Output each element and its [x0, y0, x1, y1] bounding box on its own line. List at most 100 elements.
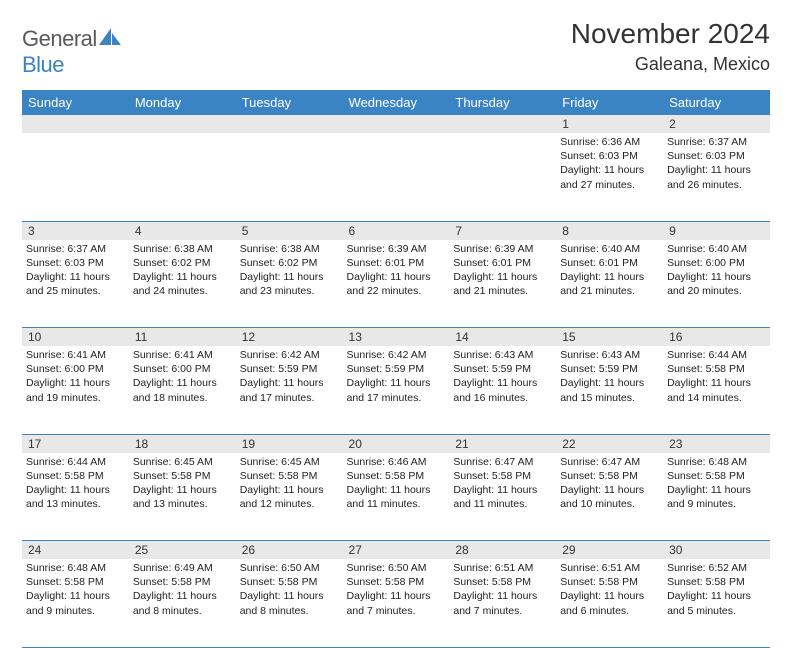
cell-sunrise: Sunrise: 6:48 AM — [667, 455, 766, 469]
cell-sunrise: Sunrise: 6:47 AM — [453, 455, 552, 469]
day-number: 25 — [129, 541, 236, 560]
cell-day1: Daylight: 11 hours — [26, 376, 125, 390]
content-row: Sunrise: 6:37 AMSunset: 6:03 PMDaylight:… — [22, 240, 770, 328]
title-block: November 2024 Galeana, Mexico — [571, 18, 770, 75]
cell-sunset: Sunset: 6:03 PM — [26, 256, 125, 270]
cell-sunset: Sunset: 6:02 PM — [133, 256, 232, 270]
cell-day1: Daylight: 11 hours — [667, 270, 766, 284]
cell-sunrise: Sunrise: 6:51 AM — [453, 561, 552, 575]
day-number: 6 — [343, 221, 450, 240]
cell-day2: and 27 minutes. — [560, 178, 659, 192]
day-number — [449, 115, 556, 133]
content-row: Sunrise: 6:44 AMSunset: 5:58 PMDaylight:… — [22, 453, 770, 541]
cell-day1: Daylight: 11 hours — [133, 376, 232, 390]
cell-sunrise: Sunrise: 6:38 AM — [133, 242, 232, 256]
cell-day2: and 14 minutes. — [667, 391, 766, 405]
day-cell — [22, 133, 129, 221]
cell-day2: and 22 minutes. — [347, 284, 446, 298]
content-row: Sunrise: 6:48 AMSunset: 5:58 PMDaylight:… — [22, 559, 770, 647]
cell-day2: and 11 minutes. — [347, 497, 446, 511]
day-number: 7 — [449, 221, 556, 240]
cell-sunset: Sunset: 5:58 PM — [240, 575, 339, 589]
cell-day1: Daylight: 11 hours — [667, 376, 766, 390]
cell-day2: and 11 minutes. — [453, 497, 552, 511]
day-cell: Sunrise: 6:38 AMSunset: 6:02 PMDaylight:… — [236, 240, 343, 328]
cell-sunset: Sunset: 5:58 PM — [667, 469, 766, 483]
cell-sunrise: Sunrise: 6:44 AM — [26, 455, 125, 469]
cell-day1: Daylight: 11 hours — [347, 270, 446, 284]
cell-sunset: Sunset: 5:59 PM — [453, 362, 552, 376]
day-cell: Sunrise: 6:43 AMSunset: 5:59 PMDaylight:… — [556, 346, 663, 434]
cell-day2: and 8 minutes. — [133, 604, 232, 618]
cell-sunset: Sunset: 6:00 PM — [133, 362, 232, 376]
cell-sunset: Sunset: 6:01 PM — [453, 256, 552, 270]
cell-sunrise: Sunrise: 6:41 AM — [133, 348, 232, 362]
day-number: 16 — [663, 328, 770, 347]
weekday-header: Monday — [129, 90, 236, 115]
cell-sunset: Sunset: 5:58 PM — [133, 469, 232, 483]
cell-day1: Daylight: 11 hours — [240, 483, 339, 497]
cell-sunrise: Sunrise: 6:42 AM — [347, 348, 446, 362]
day-cell: Sunrise: 6:42 AMSunset: 5:59 PMDaylight:… — [343, 346, 450, 434]
cell-day1: Daylight: 11 hours — [26, 483, 125, 497]
day-number: 5 — [236, 221, 343, 240]
day-cell — [129, 133, 236, 221]
cell-sunset: Sunset: 5:58 PM — [133, 575, 232, 589]
day-cell: Sunrise: 6:44 AMSunset: 5:58 PMDaylight:… — [22, 453, 129, 541]
cell-sunset: Sunset: 5:59 PM — [240, 362, 339, 376]
day-number — [129, 115, 236, 133]
cell-day2: and 8 minutes. — [240, 604, 339, 618]
day-number: 18 — [129, 434, 236, 453]
day-number — [236, 115, 343, 133]
cell-day2: and 15 minutes. — [560, 391, 659, 405]
day-number: 21 — [449, 434, 556, 453]
cell-sunset: Sunset: 5:58 PM — [347, 469, 446, 483]
brand-part1: General — [22, 26, 97, 51]
cell-sunrise: Sunrise: 6:43 AM — [560, 348, 659, 362]
cell-day2: and 21 minutes. — [453, 284, 552, 298]
cell-sunset: Sunset: 5:58 PM — [26, 575, 125, 589]
cell-sunset: Sunset: 5:58 PM — [667, 362, 766, 376]
day-cell: Sunrise: 6:37 AMSunset: 6:03 PMDaylight:… — [663, 133, 770, 221]
cell-sunset: Sunset: 6:01 PM — [560, 256, 659, 270]
cell-day1: Daylight: 11 hours — [453, 270, 552, 284]
day-cell: Sunrise: 6:45 AMSunset: 5:58 PMDaylight:… — [236, 453, 343, 541]
cell-day1: Daylight: 11 hours — [133, 589, 232, 603]
day-cell: Sunrise: 6:39 AMSunset: 6:01 PMDaylight:… — [343, 240, 450, 328]
day-cell: Sunrise: 6:49 AMSunset: 5:58 PMDaylight:… — [129, 559, 236, 647]
cell-day1: Daylight: 11 hours — [667, 163, 766, 177]
cell-sunrise: Sunrise: 6:37 AM — [667, 135, 766, 149]
day-cell: Sunrise: 6:50 AMSunset: 5:58 PMDaylight:… — [343, 559, 450, 647]
cell-sunrise: Sunrise: 6:47 AM — [560, 455, 659, 469]
day-number: 8 — [556, 221, 663, 240]
cell-day1: Daylight: 11 hours — [453, 589, 552, 603]
cell-sunrise: Sunrise: 6:51 AM — [560, 561, 659, 575]
day-number: 23 — [663, 434, 770, 453]
day-number: 11 — [129, 328, 236, 347]
day-cell — [449, 133, 556, 221]
cell-day1: Daylight: 11 hours — [133, 483, 232, 497]
cell-sunrise: Sunrise: 6:49 AM — [133, 561, 232, 575]
weekday-header: Thursday — [449, 90, 556, 115]
day-number: 13 — [343, 328, 450, 347]
brand-text: General Blue — [22, 26, 121, 78]
day-number: 20 — [343, 434, 450, 453]
cell-day2: and 9 minutes. — [667, 497, 766, 511]
cell-sunset: Sunset: 5:58 PM — [240, 469, 339, 483]
day-number — [343, 115, 450, 133]
cell-day2: and 13 minutes. — [26, 497, 125, 511]
day-cell: Sunrise: 6:40 AMSunset: 6:01 PMDaylight:… — [556, 240, 663, 328]
cell-day1: Daylight: 11 hours — [560, 589, 659, 603]
cell-sunrise: Sunrise: 6:40 AM — [560, 242, 659, 256]
cell-day2: and 17 minutes. — [240, 391, 339, 405]
cell-sunset: Sunset: 5:58 PM — [347, 575, 446, 589]
day-cell: Sunrise: 6:46 AMSunset: 5:58 PMDaylight:… — [343, 453, 450, 541]
cell-day1: Daylight: 11 hours — [560, 270, 659, 284]
cell-day1: Daylight: 11 hours — [667, 483, 766, 497]
calendar-table: Sunday Monday Tuesday Wednesday Thursday… — [22, 90, 770, 648]
cell-sunset: Sunset: 5:58 PM — [453, 575, 552, 589]
cell-sunrise: Sunrise: 6:36 AM — [560, 135, 659, 149]
cell-day1: Daylight: 11 hours — [26, 589, 125, 603]
day-number: 17 — [22, 434, 129, 453]
cell-sunrise: Sunrise: 6:43 AM — [453, 348, 552, 362]
